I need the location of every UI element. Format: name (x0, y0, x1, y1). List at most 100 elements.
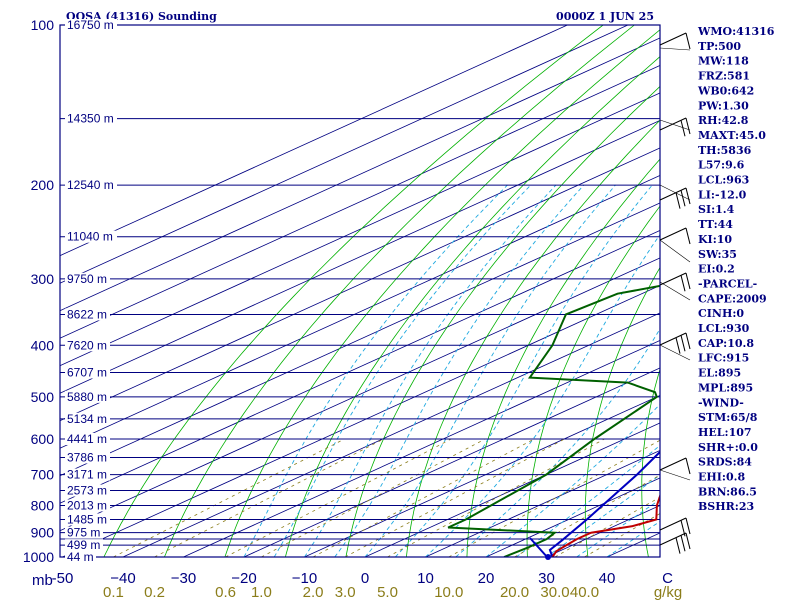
mixing-ratio-tick-label: 40.0 (570, 584, 599, 600)
index-item: LFC:915 (698, 352, 749, 365)
index-item: SW:35 (698, 248, 737, 261)
pressure-tick-label: 300 (31, 271, 55, 287)
isotherm-line (60, 119, 660, 394)
height-label-bg (65, 308, 110, 321)
height-label-bg (65, 230, 117, 243)
moist-adiabat-line (243, 184, 508, 557)
temperature-axis: -50 −40 −30 −20 −10 0 10 20 30 40 C (52, 570, 673, 587)
pressure-tick-label: 800 (31, 497, 55, 513)
index-item: FRZ:581 (698, 70, 750, 83)
height-label: 2573 m (67, 484, 107, 498)
isotherm-line (364, 422, 660, 557)
isotherm-line (546, 504, 660, 557)
index-item: SI:1.4 (698, 203, 735, 216)
wind-barb-feather (685, 457, 691, 475)
mixing-ratio-tick-label: 1.0 (251, 584, 272, 600)
isotherm-line (60, 174, 660, 449)
pressure-tick-label: 900 (31, 525, 55, 541)
surface-marker (545, 554, 551, 560)
dry-adiabat-line (103, 25, 604, 557)
index-item: -PARCEL- (698, 277, 757, 290)
index-item: CAPE:2009 (698, 292, 767, 305)
height-label-bg (65, 179, 117, 192)
mixing-ratio-unit-label: g/kg (654, 584, 682, 600)
pressure-tick-label: 200 (31, 177, 55, 193)
height-label-bg (65, 19, 117, 31)
index-item: SHR+:0.0 (698, 441, 758, 454)
barb-leader-line (659, 469, 691, 481)
wind-barb-feather (685, 32, 691, 50)
height-label: 14350 m (67, 112, 114, 126)
grid-lines (60, 25, 660, 557)
height-label: 6707 m (67, 366, 107, 380)
height-label-bg (65, 412, 110, 425)
height-label: 4441 m (67, 432, 107, 446)
isotherm-line (60, 37, 660, 312)
index-item: BRN:86.5 (698, 485, 757, 498)
isotherm-line (60, 25, 629, 284)
wind-barb-feather (685, 517, 691, 535)
dry-adiabat-line (224, 29, 660, 557)
height-label: 2013 m (67, 498, 107, 512)
isotherm-line (60, 257, 660, 532)
pressure-tick-label: 600 (31, 431, 55, 447)
mixing-ratio-line (448, 439, 660, 557)
height-label-bg (65, 390, 110, 403)
isotherm-line (60, 147, 660, 422)
mixing-ratio-tick-label: 5.0 (377, 584, 398, 600)
wind-barb-feather (685, 187, 691, 205)
wind-barb-feather (675, 192, 681, 209)
height-label-bg (65, 539, 103, 552)
wind-barb-feather (685, 332, 691, 350)
index-item: BSHR:23 (698, 500, 754, 513)
index-item: SRDS:84 (698, 456, 752, 469)
pressure-tick-label: 100 (31, 17, 55, 33)
height-label: 44 m (67, 550, 94, 564)
height-label: 12540 m (67, 178, 114, 192)
temperature-tick-label: 10 (417, 570, 434, 587)
height-label: 5134 m (67, 412, 107, 426)
index-item: RH:42.8 (698, 114, 749, 127)
barb-leader-line (659, 184, 691, 201)
moist-adiabat-line (425, 233, 660, 557)
height-label-bg (65, 551, 96, 563)
wind-barb-feather (680, 535, 686, 552)
height-label: 3171 m (67, 468, 107, 482)
wind-barb-feather (685, 227, 691, 245)
height-label: 11040 m (67, 230, 113, 244)
height-label: 3786 m (67, 450, 107, 464)
height-label-bg (65, 339, 110, 352)
isotherm-line (60, 64, 660, 339)
mixing-ratio-tick-label: 3.0 (335, 584, 356, 600)
plot-frame (59, 24, 661, 558)
dry-adiabat-line (526, 205, 660, 557)
wind-barb (659, 457, 687, 471)
mixing-ratio-tick-label: 0.2 (144, 584, 165, 600)
dry-adiabat-line (584, 266, 660, 557)
mixing-ratio-tick-label: 0.1 (103, 584, 124, 600)
wind-barb (659, 332, 687, 346)
isotherm-line (243, 367, 660, 557)
barb-leader-line (659, 239, 691, 263)
mixing-ratio-tick-label: 10.0 (434, 584, 463, 600)
isotherm-line (60, 229, 660, 504)
pressure-tick-label: 400 (31, 337, 55, 353)
index-item: L57:9.6 (698, 159, 745, 172)
isotherm-line (62, 284, 660, 557)
temperature-tick-label: 0 (361, 570, 369, 587)
index-item: EL:895 (698, 367, 741, 380)
index-item: LI:-12.0 (698, 188, 747, 201)
height-label-bg (65, 468, 110, 481)
index-item: CAP:10.8 (698, 337, 754, 350)
index-item: MW:118 (698, 55, 749, 68)
mixing-ratio-tick-label: 30.0 (540, 584, 569, 600)
height-label-bg (65, 112, 117, 125)
mixing-ratio-tick-label: 20.0 (500, 584, 529, 600)
mixing-ratio-tick-label: 0.6 (215, 584, 236, 600)
wind-barb-feather (675, 337, 681, 354)
temperature-tick-label: 20 (478, 570, 495, 587)
barb-leader-line (659, 47, 691, 51)
height-label: 16750 m (67, 18, 114, 32)
wind-barbs (529, 32, 691, 560)
moist-adiabat-line (334, 184, 585, 557)
